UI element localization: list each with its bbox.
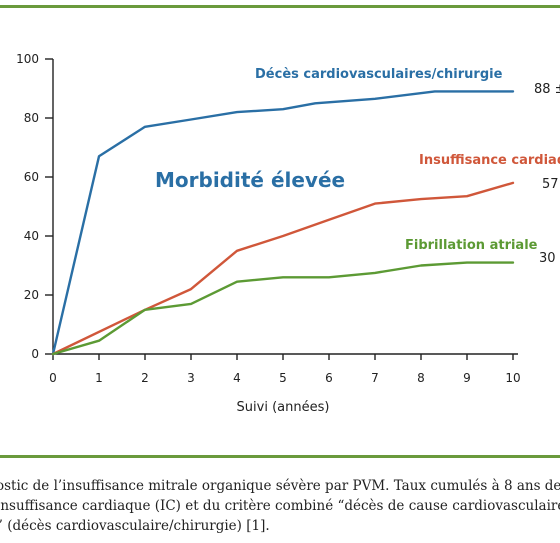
y-tick-label: 0 (31, 347, 39, 361)
top-rule (0, 5, 560, 8)
y-tick-label: 20 (24, 288, 39, 302)
end-value-label-3: 30 (539, 251, 556, 266)
axes: 0 20 40 60 80 100 0 1 2 3 4 5 6 7 8 9 10 Suivi (années) (16, 52, 521, 415)
x-tick-label: 1 (95, 371, 103, 385)
caption-line-1: ostic de l’insuffisance mitrale organiqu… (0, 478, 560, 494)
series-label-1: Décès cardiovasculaires/chirurgie (255, 67, 503, 82)
x-tick-label: 0 (49, 371, 57, 385)
labels-group: Décès cardiovasculaires/chirurgie 88 ± Ins… (155, 67, 560, 266)
series-line-2 (51, 181, 515, 356)
series-line-1 (51, 90, 515, 356)
series-line-3 (51, 261, 515, 356)
x-tick-label: 4 (233, 371, 241, 385)
x-tick-label: 2 (141, 371, 149, 385)
x-tick-label: 8 (417, 371, 425, 385)
line-chart: 0 20 40 60 80 100 0 1 2 3 4 5 6 7 8 9 10 Suivi (années) D… (16, 52, 560, 415)
figure-caption: ostic de l’insuffisance mitrale organiqu… (0, 476, 560, 536)
x-tick-label: 9 (463, 371, 471, 385)
caption-line-2: insuffisance cardiaque (IC) et du critèr… (0, 498, 560, 514)
y-tick-label: 100 (16, 52, 39, 66)
series-label-2: Insuffisance cardiaque (419, 153, 560, 168)
x-tick-label: 5 (279, 371, 287, 385)
end-value-label-2: 57 (542, 177, 559, 192)
series-group (51, 90, 515, 356)
x-tick-label: 7 (371, 371, 379, 385)
x-tick-label: 6 (325, 371, 333, 385)
caption-rule (0, 455, 560, 458)
y-tick-label: 40 (24, 229, 39, 243)
series-label-3: Fibrillation atriale (405, 238, 538, 253)
y-tick-label: 60 (24, 170, 39, 184)
x-tick-label: 3 (187, 371, 195, 385)
end-value-label-1: 88 ± (534, 82, 560, 97)
caption-line-3: ” (décès cardiovasculaire/chirurgie) [1]… (0, 518, 270, 534)
x-axis-label: Suivi (années) (237, 400, 330, 415)
y-tick-label: 80 (24, 111, 39, 125)
x-tick-label: 10 (505, 371, 520, 385)
annotation-text: Morbidité élevée (155, 168, 345, 192)
